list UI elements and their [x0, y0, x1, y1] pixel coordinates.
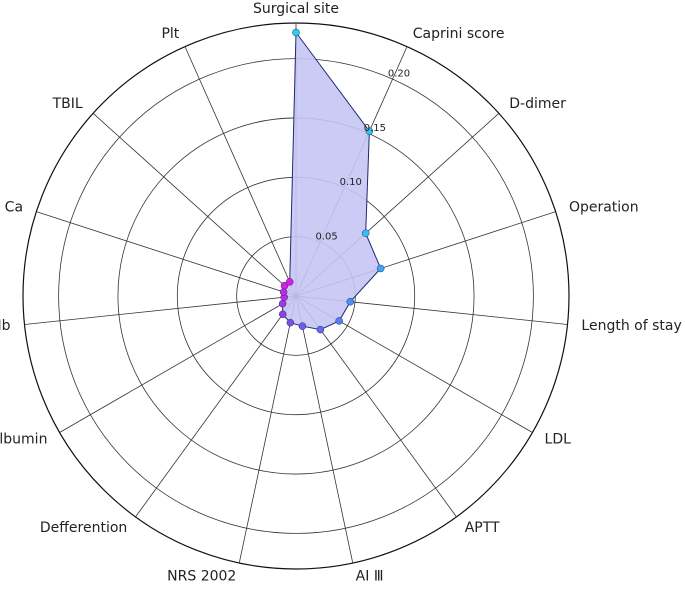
axis-spoke [59, 295, 297, 433]
category-label: Hb [0, 318, 11, 334]
data-point [278, 310, 287, 318]
radar-area [282, 31, 382, 331]
r-tick-label: 0.15 [364, 123, 386, 134]
axis-spoke [238, 295, 297, 564]
category-label: Albumin [0, 432, 47, 448]
data-point [292, 28, 300, 37]
category-label: Length of stay [581, 318, 681, 334]
axis-spoke [295, 295, 457, 518]
category-label: Caprini score [413, 26, 505, 42]
data-point [365, 127, 374, 135]
data-point [335, 317, 343, 325]
data-point [316, 325, 325, 334]
category-label: AI Ⅲ [356, 569, 384, 585]
data-point [279, 288, 288, 296]
data-point [285, 278, 294, 286]
category-label: Defferention [40, 520, 127, 536]
r-tick-label: 0.10 [340, 177, 362, 188]
category-label: NRS 2002 [167, 569, 236, 585]
axis-spoke [295, 295, 354, 564]
r-tick-label: 0.20 [388, 69, 410, 80]
axis-spoke [135, 295, 297, 518]
category-label: Surgical site [253, 1, 339, 17]
data-point [280, 281, 289, 290]
category-label: D-dimer [509, 96, 566, 112]
data-point [298, 322, 307, 330]
axis-spoke [36, 211, 297, 297]
data-point [361, 229, 370, 238]
r-tick-label: 0.05 [315, 231, 337, 242]
axis-spoke [92, 113, 297, 297]
data-point [376, 264, 385, 273]
data-point [286, 318, 295, 327]
category-label: Ca [5, 199, 23, 215]
axis-spoke [24, 295, 297, 325]
category-label: Operation [569, 199, 639, 215]
data-point [278, 299, 287, 308]
category-label: LDL [545, 432, 572, 448]
category-label: TBIL [52, 96, 83, 112]
category-label: Plt [161, 26, 179, 42]
data-point [346, 297, 355, 306]
axis-spoke [184, 46, 297, 297]
category-label: APTT [465, 520, 500, 536]
